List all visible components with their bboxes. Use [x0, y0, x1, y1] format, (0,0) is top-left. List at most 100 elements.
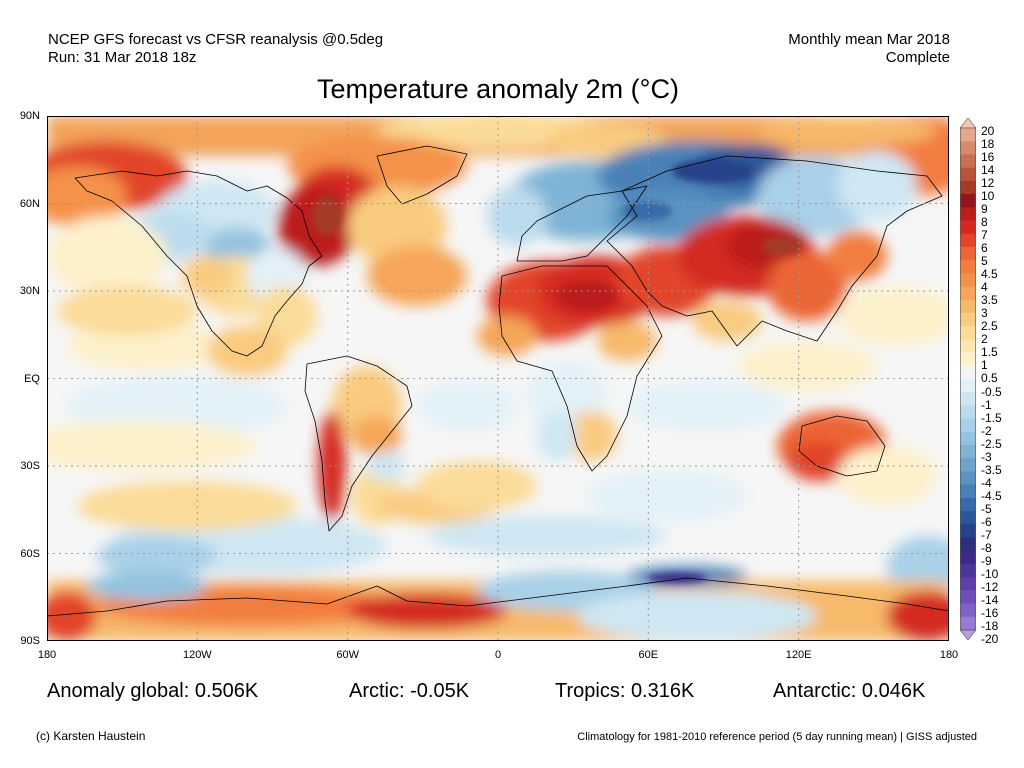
anomaly-map	[47, 116, 949, 641]
stat-global: Anomaly global: 0.506K	[47, 680, 259, 702]
colorbar-label: -20	[981, 632, 999, 646]
lon-label: 0	[494, 649, 502, 661]
colorbar-swatch	[960, 154, 976, 169]
climatology-note: Climatology for 1981-2010 reference peri…	[577, 731, 977, 743]
colorbar-swatch	[960, 511, 976, 525]
colorbar-label: 18	[981, 137, 995, 152]
header-left: NCEP GFS forecast vs CFSR reanalysis @0.…	[48, 31, 383, 67]
colorbar-label: -5	[981, 501, 992, 516]
lon-label: 60E	[638, 649, 659, 661]
colorbar-label: 2.5	[981, 319, 998, 334]
lon-label: 60W	[336, 649, 359, 661]
colorbar-swatch	[960, 233, 976, 248]
stat-arctic: Arctic: -0.05K	[349, 680, 470, 702]
colorbar-top-arrow	[960, 118, 976, 129]
colorbar-swatch	[960, 392, 976, 406]
colorbar-swatch	[960, 220, 976, 235]
coast-europe	[516, 185, 648, 262]
stat-tropics: Tropics: 0.316K	[555, 680, 695, 702]
colorbar-label: 7	[981, 228, 988, 243]
colorbar-label: -16	[981, 605, 999, 620]
colorbar-label: 4.5	[981, 267, 998, 282]
colorbar-label: -18	[981, 618, 999, 633]
colorbar-label: 1.5	[981, 345, 998, 360]
colorbar-label: 1	[981, 358, 988, 373]
colorbar-swatch	[960, 194, 976, 208]
map-title: Temperature anomaly 2m (°C)	[317, 74, 679, 104]
colorbar-swatch	[960, 418, 976, 433]
model-description: NCEP GFS forecast vs CFSR reanalysis @0.…	[48, 31, 384, 48]
lat-lon-grid	[47, 116, 949, 641]
colorbar-label: -12	[981, 579, 999, 594]
colorbar-label: 3	[981, 306, 988, 321]
colorbar-swatch	[960, 603, 976, 618]
colorbar-label: -2	[981, 423, 992, 438]
colorbar-label: -4.5	[981, 488, 1002, 503]
colorbar-swatch	[960, 524, 976, 539]
colorbar	[960, 118, 976, 640]
colorbar-label: 12	[981, 176, 995, 191]
colorbar-label: 3.5	[981, 293, 998, 308]
colorbar-swatch	[960, 299, 976, 314]
colorbar-swatch	[960, 207, 976, 221]
lat-label: 30N	[19, 285, 40, 297]
colorbar-label: -3.5	[981, 462, 1002, 477]
colorbar-label: 4	[981, 280, 988, 295]
colorbar-label: 14	[981, 163, 995, 178]
colorbar-label: -8	[981, 540, 992, 555]
status-label: Complete	[885, 49, 950, 66]
coastlines	[47, 145, 949, 617]
colorbar-frame	[960, 127, 976, 631]
header-right: Monthly mean Mar 2018 Complete	[788, 31, 950, 67]
colorbar-swatch	[960, 405, 976, 420]
colorbar-swatch	[960, 445, 976, 459]
colorbar-swatch	[960, 471, 976, 486]
colorbar-label: -10	[981, 566, 999, 581]
colorbar-swatch	[960, 141, 976, 155]
colorbar-swatch	[960, 352, 976, 367]
coast-asia	[606, 155, 943, 347]
colorbar-label: 16	[981, 150, 995, 165]
coast-africa	[498, 265, 663, 472]
lon-label: 180	[939, 649, 959, 661]
colorbar-swatch	[960, 180, 976, 195]
colorbar-swatch	[960, 577, 976, 591]
colorbar-label: -6	[981, 514, 992, 529]
colorbar-swatch	[960, 128, 976, 142]
colorbar-label: 9	[981, 202, 988, 217]
colorbar-label: 0.5	[981, 371, 998, 386]
colorbar-swatch	[960, 246, 976, 261]
period-label: Monthly mean Mar 2018	[788, 31, 950, 48]
lat-label: 90S	[20, 635, 40, 647]
colorbar-label: 8	[981, 215, 988, 230]
colorbar-swatch	[960, 286, 976, 301]
stat-antarctic: Antarctic: 0.046K	[773, 680, 926, 702]
coast-australia	[798, 415, 886, 477]
lat-label: 60S	[20, 547, 40, 560]
colorbar-label: -9	[981, 553, 992, 568]
colorbar-swatch	[960, 537, 976, 552]
colorbar-swatch	[960, 497, 976, 512]
copyright: (c) Karsten Haustein	[36, 729, 146, 743]
colorbar-label: 6	[981, 241, 988, 256]
lat-label: 90N	[19, 110, 40, 122]
lon-label: 120E	[785, 649, 812, 661]
colorbar-swatch	[960, 616, 976, 631]
colorbar-swatch	[960, 550, 976, 565]
lat-label: 30S	[20, 460, 40, 472]
colorbar-swatch	[960, 365, 976, 380]
colorbar-label: -3	[981, 449, 992, 464]
colorbar-label: 2	[981, 332, 988, 347]
run-time: Run: 31 Mar 2018 18z	[48, 49, 197, 66]
colorbar-label: -1	[981, 397, 992, 412]
colorbar-label: -7	[981, 527, 992, 542]
colorbar-swatch	[960, 260, 976, 274]
colorbar-label: -0.5	[981, 384, 1002, 399]
colorbar-swatch	[960, 458, 976, 472]
colorbar-swatch	[960, 590, 976, 605]
colorbar-label: -1.5	[981, 410, 1002, 425]
lon-label: 180	[37, 649, 57, 661]
colorbar-swatch	[960, 167, 976, 182]
colorbar-swatch	[960, 326, 976, 340]
colorbar-swatch	[960, 312, 976, 327]
